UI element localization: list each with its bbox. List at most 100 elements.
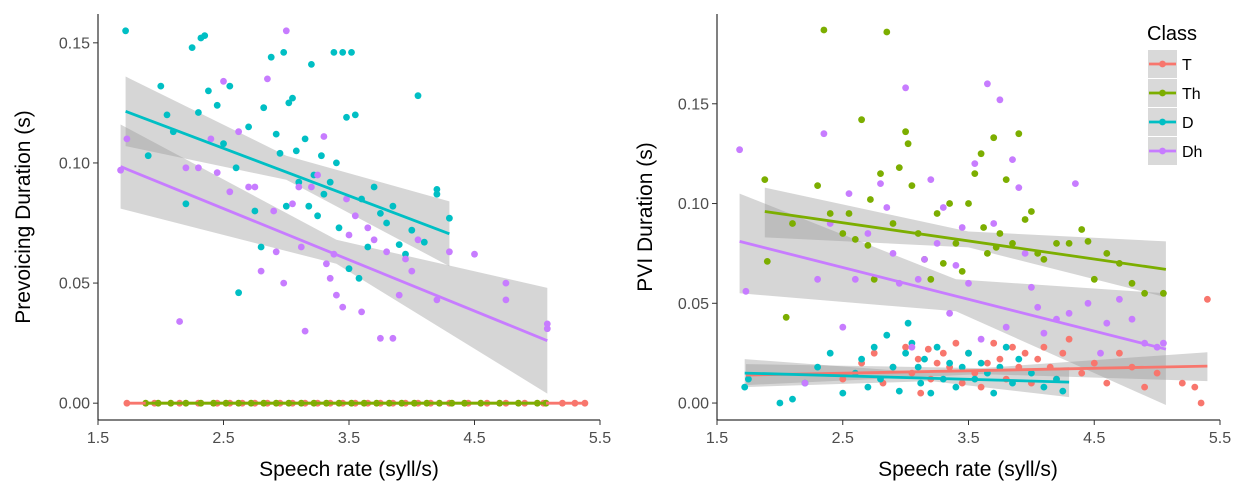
point-d [741,383,749,391]
point-dh [1103,319,1111,327]
point-th [933,210,941,217]
point-th [820,26,828,34]
point-dh [257,267,265,275]
point-dh [402,255,409,263]
point-t [1040,343,1048,351]
point-t [996,355,1004,363]
point-t [1034,355,1042,363]
point-dh [297,243,305,251]
point-t [1141,383,1148,391]
point-d [232,164,240,172]
point-dh [358,308,365,316]
point-dh [377,334,384,342]
y-axis-ticks: 0.00 0.05 0.10 0.15 [678,96,717,413]
point-d [914,363,922,371]
point-dh [433,296,441,304]
point-d [201,32,209,39]
point-dh [1160,339,1167,347]
point-d [339,49,347,56]
point-th [864,242,872,249]
point-d [414,92,422,100]
point-th [858,116,865,124]
point-d [260,104,268,112]
x-tick-label: 2.5 [832,430,854,447]
point-t [914,355,922,363]
point-th [1065,240,1073,247]
point-dh [272,248,280,256]
point-th [996,230,1004,237]
data-points [736,26,1211,407]
point-dh [333,291,340,299]
point-d [348,49,355,56]
fit-line-t [745,364,1208,377]
point-d [864,383,872,391]
point-t [1103,379,1111,387]
point-dh [883,204,891,211]
legend-label-t: T [1182,57,1192,74]
point-t [977,383,985,391]
point-th [1103,250,1111,257]
point-dh [282,27,290,35]
point-d [990,389,998,397]
point-t [1153,369,1161,377]
point-dh [323,260,330,268]
point-dh [1116,295,1123,303]
point-th [1009,240,1016,247]
point-t [917,389,925,397]
point-d [285,99,293,107]
y-tick-label: 0.10 [59,155,90,172]
point-th [763,258,771,265]
point-dh [889,250,897,257]
point-d [1015,355,1023,363]
point-d [289,94,296,102]
point-d [1040,383,1048,391]
point-th [761,176,769,184]
point-d [952,383,960,391]
point-dh [1097,349,1104,357]
legend-label-th: Th [1182,86,1201,103]
point-d [205,87,212,95]
point-d [402,250,409,258]
point-dh [123,135,131,143]
x-tick-label: 4.5 [1083,430,1105,447]
point-dh [226,188,234,196]
point-d [858,355,865,363]
point-d [433,190,441,198]
point-d [295,178,303,186]
y-tick-label: 0.00 [59,396,90,413]
point-d [364,243,372,251]
point-th [826,210,834,217]
point-dh [176,318,184,325]
point-th [839,230,847,237]
point-dh [414,236,422,244]
legend-entries: T Th D Dh [1148,50,1202,165]
point-t [1090,359,1098,367]
point-d [272,130,280,138]
ci-band-dh [739,193,1166,405]
x-tick-label: 1.5 [87,430,109,447]
point-th [1160,289,1167,297]
x-tick-label: 1.5 [706,430,728,447]
point-dh [543,325,551,333]
y-tick-label: 0.05 [59,276,90,293]
point-d [904,319,912,327]
point-d [776,399,784,407]
point-th [904,140,912,148]
point-d [965,349,972,357]
point-t [1178,379,1186,387]
point-dh [939,204,947,211]
point-th [845,210,853,217]
point-dh [845,190,853,198]
point-dh [182,164,190,172]
point-t [990,339,998,347]
point-dh [314,171,321,179]
point-dh [933,240,941,247]
point-t [958,379,966,387]
point-dh [446,248,453,256]
point-dh [364,224,372,232]
point-t [924,345,932,353]
point-t [902,343,909,351]
point-dh [864,230,872,237]
point-d [226,82,234,90]
point-th [883,28,891,36]
